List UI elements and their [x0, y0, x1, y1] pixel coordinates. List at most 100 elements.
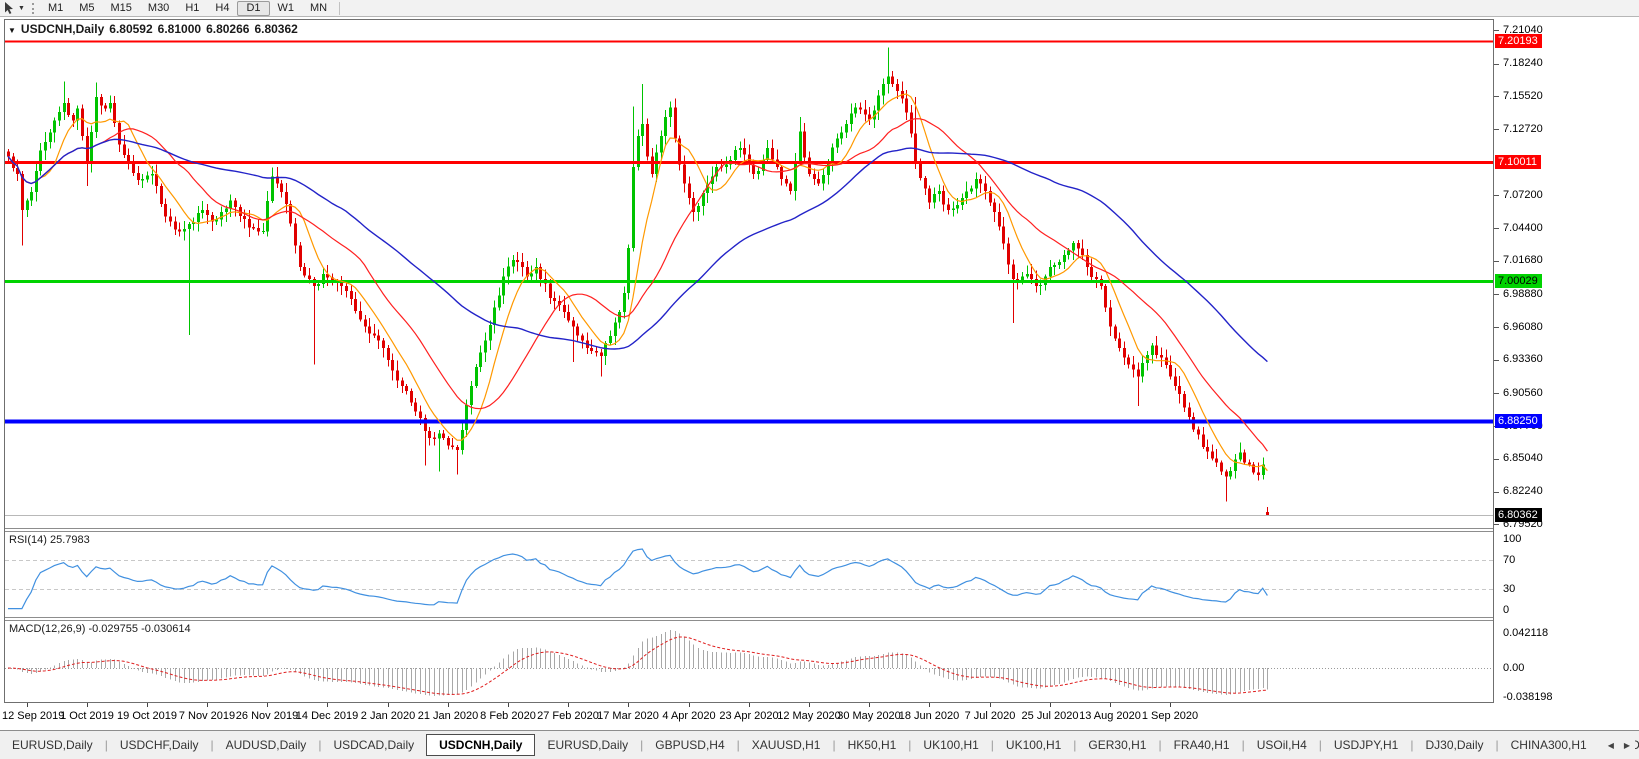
- time-tick-label: 26 Nov 2019: [235, 710, 299, 722]
- chart-tab-USDCNH-Daily[interactable]: USDCNH,Daily: [426, 734, 536, 756]
- chart-tab-GER30-H1[interactable]: GER30,H1: [1088, 738, 1147, 752]
- time-tick-label: 12 Sep 2019: [2, 710, 65, 722]
- chart-tab-USOil-H4[interactable]: USOil,H4: [1256, 738, 1307, 752]
- pane-separator[interactable]: [5, 617, 1493, 621]
- price-tick-mark: [1494, 96, 1499, 97]
- tab-separator: |: [736, 738, 740, 752]
- macd-tick-label: -0.038198: [1503, 691, 1553, 703]
- chart-tab-FRA40-H1[interactable]: FRA40,H1: [1173, 738, 1230, 752]
- time-tick-mark: [87, 703, 88, 707]
- main-chart-pane[interactable]: [5, 20, 1493, 528]
- chart-tab-EURUSD-Daily[interactable]: EURUSD,Daily: [12, 738, 93, 752]
- price-tick-label: 6.98880: [1503, 288, 1543, 300]
- timeframe-button-H1[interactable]: H1: [185, 1, 200, 14]
- time-tick-label: 18 Jun 2020: [898, 710, 960, 722]
- tabs-scroll-left-icon[interactable]: ◀: [1607, 741, 1614, 750]
- time-tick-label: 12 May 2020: [777, 710, 841, 722]
- timeframe-button-W1[interactable]: W1: [277, 1, 295, 14]
- tab-separator: |: [908, 738, 912, 752]
- macd-pane[interactable]: [5, 621, 1493, 702]
- time-tick-mark: [689, 703, 690, 707]
- time-tick-mark: [1050, 703, 1051, 707]
- rsi-tick-label: 70: [1503, 554, 1516, 566]
- time-tick-mark: [568, 703, 569, 707]
- time-tick-mark: [1110, 703, 1111, 707]
- time-tick-mark: [508, 703, 509, 707]
- tabs-scroll-right-icon[interactable]: ▶: [1623, 741, 1630, 750]
- time-tick-label: 7 Jul 2020: [964, 710, 1016, 722]
- timeframe-button-D1[interactable]: D1: [237, 0, 270, 16]
- time-tick-mark: [990, 703, 991, 707]
- chart-tab-UK100-H1[interactable]: UK100,H1: [923, 738, 979, 752]
- chart-tab-XAUUSD-H1[interactable]: XAUUSD,H1: [751, 738, 821, 752]
- price-tick-label: 7.01680: [1503, 254, 1543, 266]
- chart-symbol-label: USDCNH,Daily: [20, 22, 105, 36]
- rsi-line: [8, 548, 1268, 610]
- rsi-indicator-label: RSI(14) 25.7983: [9, 534, 90, 546]
- timeframe-buttons: M1 M5 M15 M30 H1 H4 D1 W1 MN: [40, 0, 335, 16]
- chart-tab-HK50-H1[interactable]: HK50,H1: [847, 738, 897, 752]
- time-tick-label: 4 Apr 2020: [662, 710, 716, 722]
- price-tick-mark: [1494, 327, 1499, 328]
- ma-mid-line: [7, 118, 1268, 452]
- price-tick-mark: [1494, 64, 1499, 65]
- price-tick-mark: [1494, 492, 1499, 493]
- chevron-down-icon: ▼: [18, 4, 25, 12]
- price-tick-label: 7.15520: [1503, 90, 1543, 102]
- time-tick-mark: [809, 703, 810, 707]
- time-tick-mark: [388, 703, 389, 707]
- time-tick-label: 2 Jan 2020: [360, 710, 416, 722]
- chart-tab-USDCHF-Daily[interactable]: USDCHF,Daily: [119, 738, 199, 752]
- price-tick-mark: [1494, 228, 1499, 229]
- timeframe-button-MN[interactable]: MN: [310, 1, 328, 14]
- timeframe-button-M5[interactable]: M5: [79, 1, 95, 14]
- macd-tick-label: 0.00: [1503, 662, 1525, 674]
- chart-tab-CHINA300-H1[interactable]: CHINA300,H1: [1510, 738, 1587, 752]
- price-badge: 7.20193: [1495, 34, 1542, 48]
- time-tick-label: 25 Jul 2020: [1021, 710, 1079, 722]
- timeframe-button-M1[interactable]: M1: [47, 1, 64, 14]
- cursor-pointer-icon: [3, 1, 16, 15]
- price-badge: 7.00029: [1495, 274, 1542, 288]
- tab-separator: |: [1495, 738, 1499, 752]
- ohlc-close: 6.80362: [254, 22, 298, 36]
- time-tick-mark: [327, 703, 328, 707]
- time-axis[interactable]: 12 Sep 2019 1 Oct 2019 19 Oct 2019 7 Nov 20…: [0, 703, 1494, 730]
- tab-separator: |: [104, 738, 108, 752]
- time-tick-mark: [207, 703, 208, 707]
- price-axis[interactable]: 7.21040 7.18240 7.15520 7.12720 7.07200 7.044…: [1494, 17, 1639, 706]
- time-tick-mark: [267, 703, 268, 707]
- time-tick-mark: [869, 703, 870, 707]
- chart-tab-USDJPY-H1[interactable]: USDJPY,H1: [1333, 738, 1399, 752]
- time-tick-mark: [628, 703, 629, 707]
- chart-tab-bar: EURUSD,Daily | USDCHF,Daily | AUDUSD,Daily | U…: [0, 730, 1639, 759]
- chart-title: ▼ USDCNH,Daily 6.80592 6.81000 6.80266 6.8036…: [8, 22, 298, 36]
- chart-tab-EURUSD-Daily[interactable]: EURUSD,Daily: [547, 738, 629, 752]
- ohlc-high: 6.81000: [157, 22, 202, 36]
- chart-tab-AUDUSD-Daily[interactable]: AUDUSD,Daily: [225, 738, 307, 752]
- ma-slow-line: [7, 138, 1268, 363]
- tab-separator: |: [1410, 738, 1414, 752]
- chart-tab-USDCAD-Daily[interactable]: USDCAD,Daily: [333, 738, 415, 752]
- timeframe-button-M30[interactable]: M30: [147, 1, 170, 14]
- time-tick-mark: [27, 703, 28, 707]
- timeframe-button-H4[interactable]: H4: [215, 1, 230, 14]
- price-badge: 6.80362: [1495, 508, 1542, 522]
- cursor-tool-button[interactable]: ▼: [0, 1, 28, 16]
- price-badge: 6.88250: [1495, 414, 1542, 428]
- price-tick-mark: [1494, 393, 1499, 394]
- price-tick-label: 6.85040: [1503, 452, 1543, 464]
- chart-tab-UK100-H1[interactable]: UK100,H1: [1005, 738, 1062, 752]
- pane-separator[interactable]: [5, 528, 1493, 532]
- timeframe-button-M15[interactable]: M15: [110, 1, 132, 14]
- chart-menu-icon[interactable]: ▼: [8, 26, 16, 35]
- chart-plot[interactable]: [4, 19, 1494, 703]
- time-tick-label: 30 May 2020: [837, 710, 901, 722]
- toolbar-grip[interactable]: [31, 2, 34, 14]
- time-tick-label: 21 Jan 2020: [417, 710, 479, 722]
- chart-tab-GBPUSD-H4[interactable]: GBPUSD,H4: [655, 738, 725, 752]
- rsi-pane[interactable]: [5, 532, 1493, 617]
- price-tick-label: 7.07200: [1503, 189, 1543, 201]
- chart-tab-DJ30-Daily[interactable]: DJ30,Daily: [1425, 738, 1484, 752]
